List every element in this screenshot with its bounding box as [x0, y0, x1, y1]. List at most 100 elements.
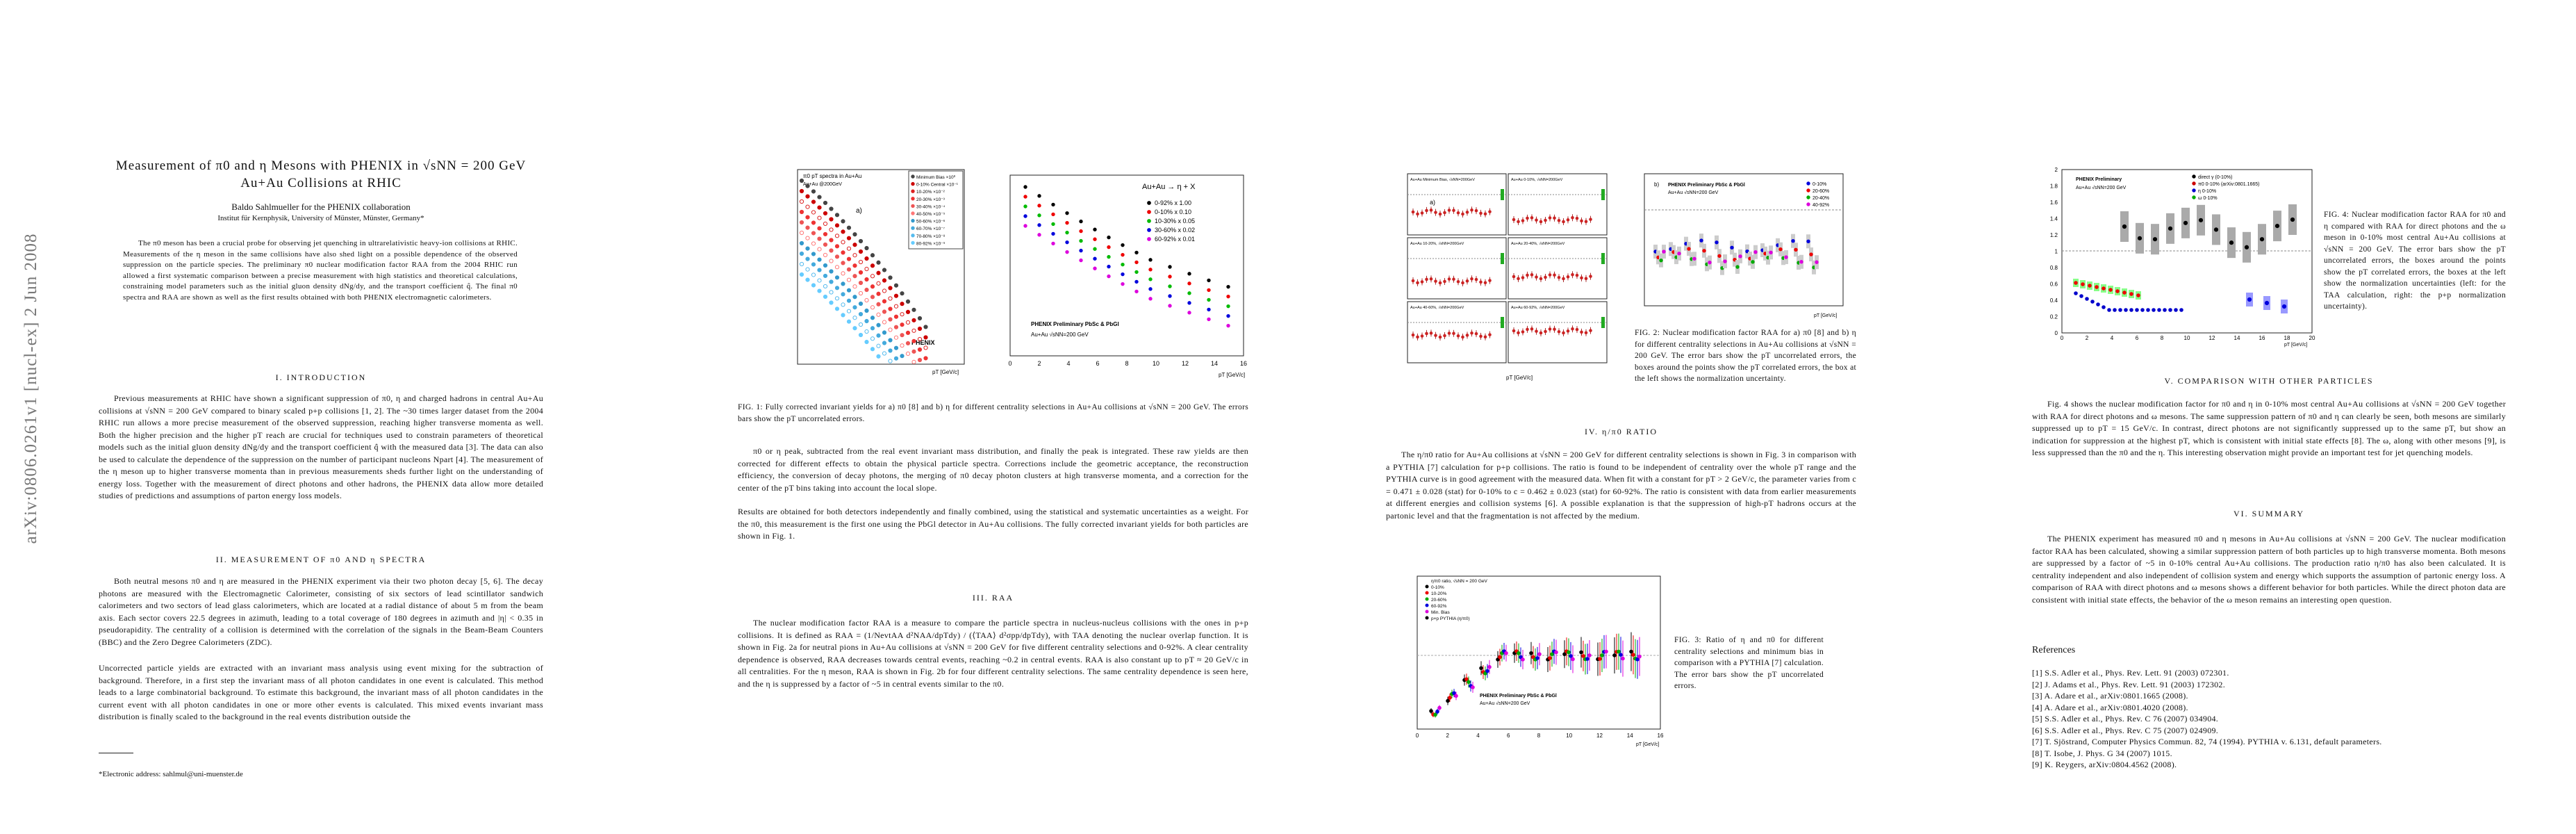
- plot-point: [817, 205, 822, 210]
- plot-point: [817, 247, 822, 252]
- plot-point: [864, 287, 869, 293]
- plot-point: [1429, 332, 1433, 335]
- plot-point: [1806, 195, 1810, 199]
- plot-point: [841, 292, 845, 297]
- legend-entry: η/π0 ratio, √sNN = 200 GeV: [1431, 578, 1488, 584]
- plot-point: [1434, 334, 1437, 337]
- plot-point: [900, 333, 905, 338]
- paragraph: The nuclear modification factor RAA is a…: [738, 618, 1248, 689]
- plot-point: [811, 199, 816, 204]
- plot-point: [805, 236, 810, 240]
- plot-point: [829, 290, 834, 295]
- plot-point: [1637, 654, 1642, 659]
- plot-point: [876, 260, 881, 265]
- plot-point: [799, 230, 804, 236]
- plot-point: [923, 345, 928, 350]
- plot-point: [1425, 277, 1428, 281]
- plot-point: [1474, 277, 1478, 281]
- plot-point: [811, 262, 816, 267]
- plot-point: [1207, 317, 1211, 322]
- legend-entry: 70-80% ×10⁻⁸: [916, 234, 946, 239]
- plot-point: [1575, 216, 1579, 220]
- plot-point: [2192, 195, 2196, 199]
- x-axis-label: pT [GeV/c]: [2284, 343, 2307, 348]
- plot-point: [870, 336, 875, 341]
- abstract: The π0 meson has been a crucial probe fo…: [123, 239, 518, 302]
- x-tick-label: 14: [1627, 733, 1633, 739]
- plot-point: [870, 347, 875, 352]
- panel-frame: [1508, 173, 1608, 236]
- plot-point: [1553, 327, 1556, 332]
- plot-point: [864, 339, 869, 345]
- plot-point: [2192, 174, 2196, 179]
- plot-point: [1429, 709, 1433, 713]
- plot-point: [2152, 308, 2156, 312]
- brand: PHENIX Preliminary: [2076, 177, 2122, 182]
- plot-point: [799, 240, 804, 246]
- plot-point: [1051, 212, 1055, 217]
- plot-point: [905, 341, 911, 345]
- plot-point: [858, 259, 864, 265]
- plot-point: [1420, 334, 1424, 338]
- plot-point: [864, 277, 869, 282]
- plot-point: [1452, 208, 1455, 213]
- plot-point: [2124, 308, 2128, 312]
- plot-point: [823, 263, 828, 268]
- plot-point: [1539, 220, 1543, 224]
- y-tick-label: 1.6: [2050, 199, 2058, 206]
- plot-point: [858, 238, 864, 244]
- reference: [9] K. Reygers, arXiv:0804.4562 (2008).: [2032, 760, 2177, 769]
- plot-point: [876, 354, 881, 359]
- panel-title: Au+Au 60-92%, √sNN=200GeV: [1511, 305, 1565, 310]
- plot-point: [1187, 291, 1191, 295]
- plot-point: [1526, 273, 1529, 277]
- plot-point: [2102, 286, 2106, 291]
- x-tick-label: 2: [2086, 335, 2089, 341]
- x-tick-label: 12: [2209, 335, 2215, 341]
- plot-point: [1079, 248, 1083, 253]
- y-tick-label: 1.8: [2050, 183, 2058, 190]
- legend-entry: 60-92%: [1431, 604, 1447, 609]
- norm-box: [1601, 189, 1605, 200]
- plot-point: [852, 274, 857, 279]
- plot-point: [1416, 281, 1419, 285]
- plot-point: [1093, 256, 1097, 261]
- x-tick-label: 14: [1211, 360, 1218, 367]
- plot-point: [829, 300, 834, 305]
- plot-point: [923, 335, 928, 340]
- plot-point: [817, 236, 822, 241]
- plot-point: [1023, 185, 1027, 189]
- plot-point: [1429, 277, 1433, 281]
- plot-point: [911, 197, 915, 201]
- plot-point: [823, 284, 828, 289]
- panel-frame: [1508, 237, 1608, 300]
- plot-point: [1443, 279, 1446, 284]
- plot-point: [1778, 247, 1783, 252]
- plot-point: [1079, 258, 1083, 263]
- panel-frame: [1508, 301, 1608, 363]
- plot-point: [1587, 653, 1592, 657]
- plot-point: [2281, 304, 2287, 309]
- brand: PHENIX Preliminary PbSc & PbGl: [1031, 321, 1119, 327]
- legend-entry: 60-92% x 0.01: [1155, 236, 1195, 243]
- plot-point: [876, 291, 881, 296]
- reference: [8] T. Isobe, J. Phys. G 34 (2007) 1015.: [2032, 748, 2172, 758]
- plot-point: [1488, 279, 1492, 282]
- plot-point: [1738, 254, 1742, 259]
- plot-point: [1121, 272, 1125, 277]
- plot-point: [2152, 237, 2158, 242]
- plot-point: [1815, 260, 1819, 264]
- figure-caption: FIG. 3: Ratio of η and π0 for different …: [1674, 636, 1824, 690]
- figure-4: PHENIX Preliminary Au+Au √sNN=200 GeV pT…: [2050, 167, 2315, 348]
- plot-point: [1530, 327, 1534, 331]
- legend-entry: 20-40%: [1813, 196, 1829, 201]
- plot-point: [1487, 664, 1492, 669]
- plot-point: [1452, 277, 1455, 281]
- panel-label: a): [856, 207, 862, 215]
- x-tick-label: 20: [2309, 335, 2315, 341]
- plot-point: [834, 254, 840, 259]
- plot-point: [882, 351, 887, 356]
- plot-point: [1474, 332, 1478, 336]
- plot-point: [1619, 653, 1623, 657]
- plot-point: [1557, 275, 1561, 279]
